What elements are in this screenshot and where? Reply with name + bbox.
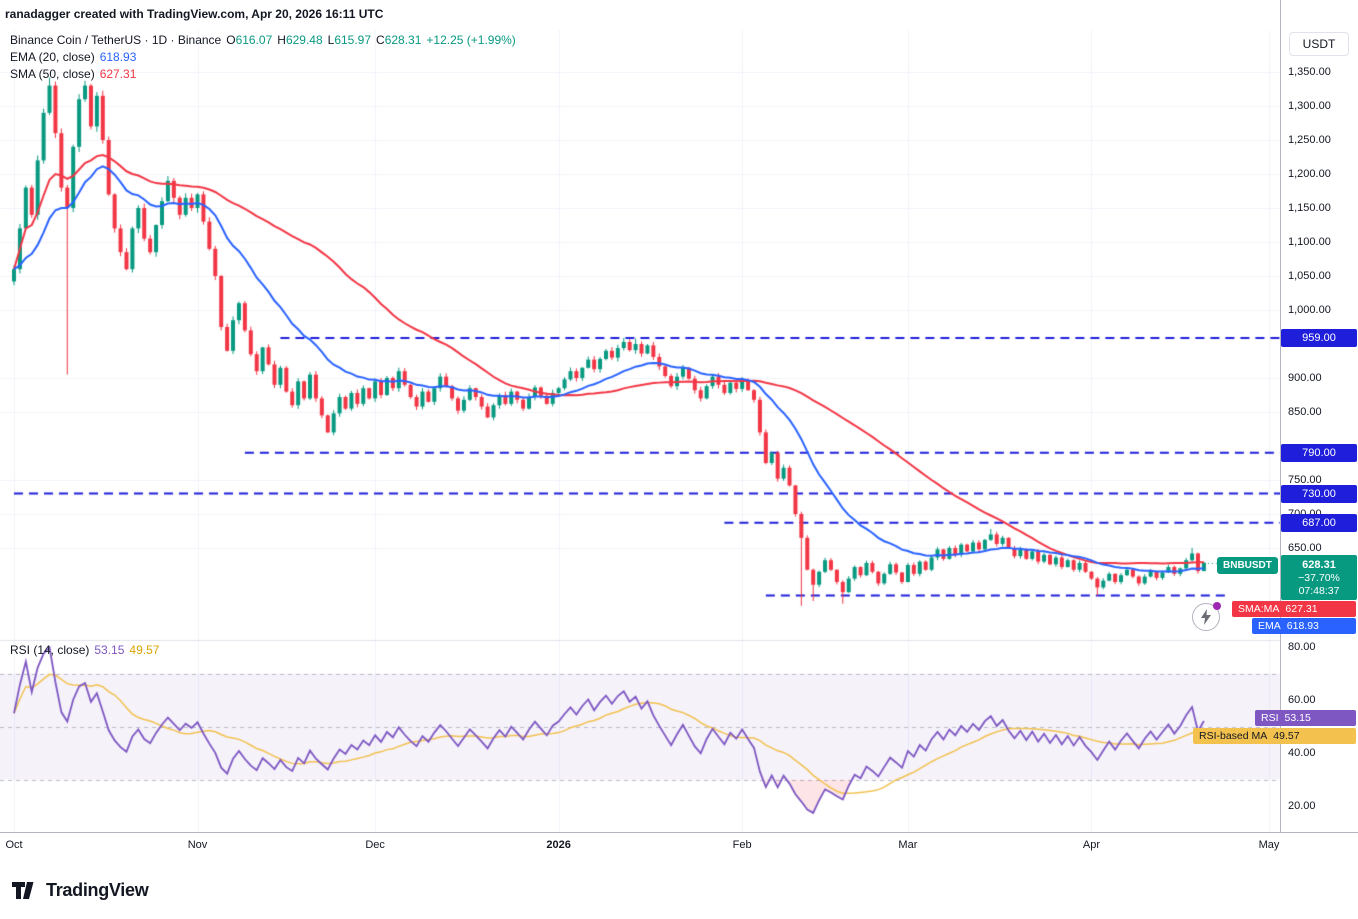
lightning-icon — [1201, 609, 1211, 625]
price-tick-label: 1,050.00 — [1288, 270, 1331, 282]
rsi-badge-value: 53.15 — [1284, 712, 1311, 724]
last-price-symbol-badge: BNBUSDT — [1217, 557, 1278, 574]
attribution-text: ranadagger created with TradingView.com,… — [5, 7, 384, 21]
time-axis-label: 2026 — [546, 839, 571, 851]
price-tick-label: 1,350.00 — [1288, 66, 1331, 78]
last-price-change: −37.70% — [1298, 571, 1340, 584]
rsi-ma-badge-value: 49.57 — [1273, 730, 1300, 742]
price-tick-label: 1,250.00 — [1288, 134, 1331, 146]
price-level-badge[interactable]: 730.00 — [1281, 484, 1357, 503]
price-level-badge[interactable]: 790.00 — [1281, 443, 1357, 462]
footer: TradingView — [0, 862, 1358, 919]
symbol-legend: Binance Coin / TetherUS · 1D · Binance O… — [10, 31, 516, 82]
symbol-legend-row: Binance Coin / TetherUS · 1D · Binance O… — [10, 31, 516, 48]
sma-badge-value: 627.31 — [1285, 603, 1318, 615]
sma-badge-label: SMA:MA — [1238, 603, 1280, 615]
rsi-ma-value-badge: RSI-based MA 49.57 — [1193, 728, 1356, 744]
currency-button[interactable]: USDT — [1289, 32, 1349, 56]
time-axis-label: Mar — [898, 839, 918, 851]
brand-wordmark[interactable]: TradingView — [46, 880, 149, 900]
rsi-tick-label: 40.00 — [1288, 747, 1316, 759]
price-tick-label: 1,000.00 — [1288, 304, 1331, 316]
time-axis-label: Feb — [732, 839, 752, 851]
time-axis-label: Dec — [365, 839, 385, 851]
rsi-tick-label: 80.00 — [1288, 641, 1316, 653]
tradingview-logo-icon[interactable] — [12, 882, 39, 899]
rsi-label[interactable]: RSI (14, close) — [10, 642, 90, 657]
rsi-tick-label: 20.00 — [1288, 800, 1316, 812]
rsi-legend: RSI (14, close) 53.15 49.57 — [10, 641, 159, 658]
rsi-value: 53.15 — [94, 642, 125, 657]
rsi-badge-label: RSI — [1261, 712, 1279, 724]
change-value: +12.25 (+1.99%) — [426, 32, 516, 47]
last-price-badge: 628.31 −37.70% 07:48:37 — [1281, 555, 1357, 600]
price-tick-label: 900.00 — [1288, 372, 1322, 384]
rsi-legend-row: RSI (14, close) 53.15 49.57 — [10, 641, 159, 658]
ohlc-high: H629.48 — [277, 32, 323, 47]
sma-legend-row: SMA (50, close) 627.31 — [10, 65, 516, 82]
time-axis-label: May — [1258, 839, 1280, 851]
price-tick-label: 650.00 — [1288, 542, 1322, 554]
ema-price-badge: EMA 618.93 — [1252, 618, 1356, 634]
ohlc-close: C628.31 — [376, 32, 422, 47]
price-tick-label: 850.00 — [1288, 406, 1322, 418]
bar-countdown: 07:48:37 — [1298, 584, 1340, 597]
sma-price-badge: SMA:MA 627.31 — [1232, 601, 1356, 617]
time-axis[interactable]: Oct Nov Dec 2026 Feb Mar Apr May — [0, 832, 1358, 862]
ema-label[interactable]: EMA (20, close) — [10, 49, 95, 64]
price-tick-label: 1,150.00 — [1288, 202, 1331, 214]
sma-value: 627.31 — [99, 66, 137, 81]
ohlc-open: O616.07 — [226, 32, 273, 47]
price-tick-label: 750.00 — [1288, 474, 1322, 486]
rsi-ma-badge-label: RSI-based MA — [1199, 730, 1268, 742]
time-axis-label: Apr — [1082, 839, 1100, 851]
ohlc-low: L615.97 — [327, 32, 372, 47]
ema-legend-row: EMA (20, close) 618.93 — [10, 48, 516, 65]
symbol-title[interactable]: Binance Coin / TetherUS · 1D · Binance — [10, 32, 222, 47]
quick-action-button[interactable] — [1192, 602, 1221, 631]
price-level-badge[interactable]: 687.00 — [1281, 513, 1357, 532]
rsi-tick-label: 60.00 — [1288, 694, 1316, 706]
price-level-badge[interactable]: 959.00 — [1281, 328, 1357, 347]
time-axis-label: Nov — [187, 839, 208, 851]
last-price-value: 628.31 — [1302, 558, 1336, 571]
ema-value: 618.93 — [99, 49, 137, 64]
notification-dot-icon — [1213, 602, 1221, 610]
ema-badge-label: EMA — [1258, 620, 1281, 632]
price-tick-label: 1,200.00 — [1288, 168, 1331, 180]
price-chart-canvas[interactable] — [0, 0, 1280, 832]
time-axis-label: Oct — [5, 839, 23, 851]
price-axis[interactable]: USDT 1,350.00 1,300.00 1,250.00 1,200.00 1,1… — [1280, 0, 1358, 832]
price-tick-label: 1,300.00 — [1288, 100, 1331, 112]
ema-badge-value: 618.93 — [1286, 620, 1319, 632]
price-tick-label: 1,100.00 — [1288, 236, 1331, 248]
rsi-ma-value: 49.57 — [129, 642, 160, 657]
sma-label[interactable]: SMA (50, close) — [10, 66, 95, 81]
rsi-value-badge: RSI 53.15 — [1255, 710, 1356, 726]
